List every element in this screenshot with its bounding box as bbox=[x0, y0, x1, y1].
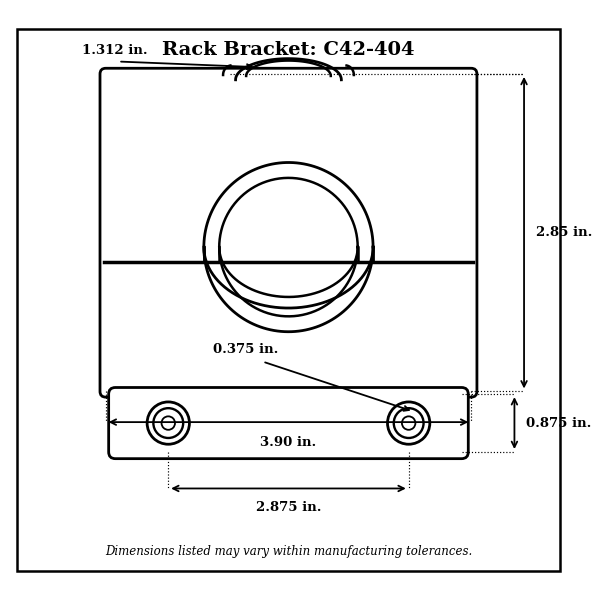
Text: Dimensions listed may vary within manufacturing tolerances.: Dimensions listed may vary within manufa… bbox=[105, 545, 472, 559]
Text: 1.312 in.: 1.312 in. bbox=[82, 44, 148, 57]
FancyBboxPatch shape bbox=[17, 29, 560, 571]
Text: 0.875 in.: 0.875 in. bbox=[526, 416, 592, 430]
Text: 0.375 in.: 0.375 in. bbox=[212, 343, 278, 356]
Text: 3.90 in.: 3.90 in. bbox=[260, 436, 317, 449]
Text: Rack Bracket: C42-404: Rack Bracket: C42-404 bbox=[162, 41, 415, 59]
Text: 2.875 in.: 2.875 in. bbox=[256, 501, 321, 514]
FancyBboxPatch shape bbox=[100, 68, 477, 397]
Text: 2.85 in.: 2.85 in. bbox=[536, 226, 592, 239]
FancyBboxPatch shape bbox=[109, 388, 468, 458]
